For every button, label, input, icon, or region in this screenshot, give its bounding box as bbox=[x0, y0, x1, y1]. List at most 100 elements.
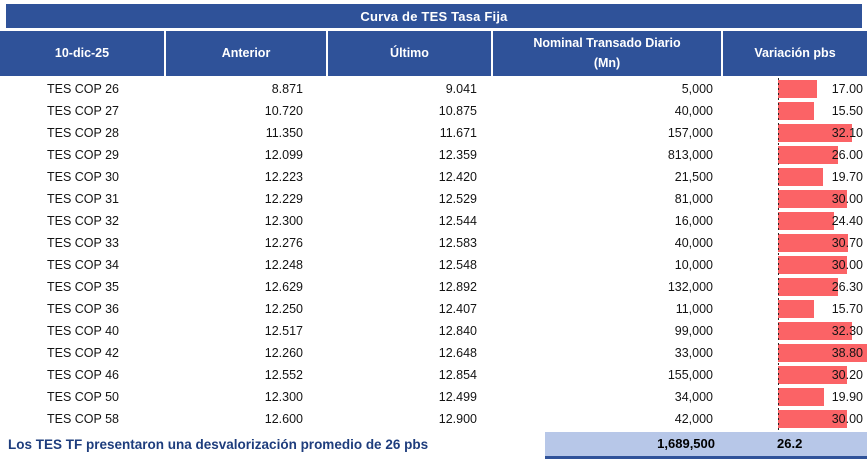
bond-name-cell: TES COP 46 bbox=[46, 368, 120, 382]
variation-databar bbox=[778, 322, 852, 340]
nominal-cell: 21,500 bbox=[674, 170, 713, 184]
bond-name-cell: TES COP 58 bbox=[46, 412, 120, 426]
nominal-cell: 813,000 bbox=[667, 148, 713, 162]
table-row: TES COP 50 12.300 12.499 34,000 19.90 bbox=[0, 386, 867, 408]
ultimo-cell: 12.420 bbox=[438, 170, 477, 184]
table-row: TES COP 29 12.099 12.359 813,000 26.00 bbox=[0, 144, 867, 166]
nominal-cell: 157,000 bbox=[667, 126, 713, 140]
table-row: TES COP 36 12.250 12.407 11,000 15.70 bbox=[0, 298, 867, 320]
variacion-value: 30.70 bbox=[831, 236, 863, 250]
variation-databar bbox=[778, 366, 847, 384]
ultimo-cell: 12.583 bbox=[438, 236, 477, 250]
anterior-cell: 12.223 bbox=[264, 170, 303, 184]
variation-databar bbox=[778, 410, 847, 428]
ultimo-cell: 12.544 bbox=[438, 214, 477, 228]
variation-databar bbox=[778, 168, 823, 186]
variacion-value: 30.00 bbox=[831, 192, 863, 206]
bond-name-cell: TES COP 28 bbox=[46, 126, 120, 140]
bond-name-cell: TES COP 35 bbox=[46, 280, 120, 294]
variacion-cell: 30.00 bbox=[723, 254, 867, 276]
variacion-cell: 26.00 bbox=[723, 144, 867, 166]
variation-databar bbox=[778, 388, 824, 406]
nominal-cell: 10,000 bbox=[674, 258, 713, 272]
ultimo-cell: 12.892 bbox=[438, 280, 477, 294]
summary-total-nominal: 1,689,500 bbox=[657, 436, 715, 451]
anterior-cell: 11.350 bbox=[265, 126, 303, 140]
variacion-value: 15.70 bbox=[831, 302, 863, 316]
bond-name-cell: TES COP 42 bbox=[46, 346, 120, 360]
table-row: TES COP 40 12.517 12.840 99,000 32.30 bbox=[0, 320, 867, 342]
ultimo-cell: 12.499 bbox=[438, 390, 477, 404]
ultimo-cell: 12.548 bbox=[438, 258, 477, 272]
variation-databar bbox=[778, 300, 814, 318]
table-row: TES COP 46 12.552 12.854 155,000 30.20 bbox=[0, 364, 867, 386]
anterior-cell: 12.552 bbox=[264, 368, 303, 382]
ultimo-cell: 12.854 bbox=[438, 368, 477, 382]
table-title: Curva de TES Tasa Fija bbox=[6, 4, 862, 28]
bond-name-cell: TES COP 34 bbox=[46, 258, 120, 272]
variation-databar bbox=[778, 190, 847, 208]
bond-name-cell: TES COP 30 bbox=[46, 170, 120, 184]
variacion-value: 30.20 bbox=[831, 368, 863, 382]
bond-name-cell: TES COP 33 bbox=[46, 236, 120, 250]
anterior-cell: 12.099 bbox=[264, 148, 303, 162]
variacion-cell: 30.00 bbox=[723, 188, 867, 210]
table-row: TES COP 58 12.600 12.900 42,000 30.00 bbox=[0, 408, 867, 430]
variacion-value: 30.00 bbox=[831, 412, 863, 426]
table-row: TES COP 35 12.629 12.892 132,000 26.30 bbox=[0, 276, 867, 298]
bond-name-cell: TES COP 26 bbox=[46, 82, 120, 96]
variacion-value: 32.30 bbox=[831, 324, 863, 338]
table-row: TES COP 30 12.223 12.420 21,500 19.70 bbox=[0, 166, 867, 188]
anterior-cell: 8.871 bbox=[271, 82, 303, 96]
table-row: TES COP 27 10.720 10.875 40,000 15.50 bbox=[0, 100, 867, 122]
ultimo-cell: 12.407 bbox=[438, 302, 477, 316]
ultimo-cell: 12.359 bbox=[438, 148, 477, 162]
anterior-cell: 12.248 bbox=[264, 258, 303, 272]
variacion-value: 26.30 bbox=[831, 280, 863, 294]
variacion-value: 17.00 bbox=[831, 82, 863, 96]
ultimo-cell: 9.041 bbox=[445, 82, 477, 96]
databar-axis bbox=[778, 78, 779, 430]
variacion-cell: 15.50 bbox=[723, 100, 867, 122]
nominal-cell: 155,000 bbox=[667, 368, 713, 382]
summary-row: 1,689,500 26.2 bbox=[545, 432, 867, 459]
anterior-cell: 12.276 bbox=[264, 236, 303, 250]
variacion-cell: 30.20 bbox=[723, 364, 867, 386]
ultimo-cell: 12.648 bbox=[438, 346, 477, 360]
bond-name-cell: TES COP 32 bbox=[46, 214, 120, 228]
variacion-cell: 32.10 bbox=[723, 122, 867, 144]
anterior-cell: 12.300 bbox=[264, 214, 303, 228]
variacion-value: 26.00 bbox=[831, 148, 863, 162]
anterior-cell: 12.600 bbox=[264, 412, 303, 426]
bond-name-cell: TES COP 36 bbox=[46, 302, 120, 316]
variation-databar bbox=[778, 344, 867, 362]
ultimo-cell: 11.671 bbox=[439, 126, 477, 140]
summary-avg-variacion: 26.2 bbox=[777, 436, 803, 451]
bond-name-cell: TES COP 29 bbox=[46, 148, 120, 162]
column-header-nominal: Nominal Transado Diario (Mn) bbox=[493, 31, 723, 76]
variacion-value: 19.70 bbox=[831, 170, 863, 184]
ultimo-cell: 12.840 bbox=[438, 324, 477, 338]
variacion-cell: 26.30 bbox=[723, 276, 867, 298]
variacion-cell: 19.90 bbox=[723, 386, 867, 408]
variacion-cell: 30.00 bbox=[723, 408, 867, 430]
variacion-cell: 30.70 bbox=[723, 232, 867, 254]
table-row: TES COP 26 8.871 9.041 5,000 17.00 bbox=[0, 78, 867, 100]
nominal-cell: 16,000 bbox=[674, 214, 713, 228]
table-row: TES COP 34 12.248 12.548 10,000 30.00 bbox=[0, 254, 867, 276]
anterior-cell: 12.629 bbox=[264, 280, 303, 294]
variacion-cell: 38.80 bbox=[723, 342, 867, 364]
variacion-value: 19.90 bbox=[831, 390, 863, 404]
bond-name-cell: TES COP 50 bbox=[46, 390, 120, 404]
variacion-value: 15.50 bbox=[831, 104, 863, 118]
anterior-cell: 12.260 bbox=[264, 346, 303, 360]
variacion-cell: 24.40 bbox=[723, 210, 867, 232]
variation-databar bbox=[778, 124, 852, 142]
nominal-cell: 99,000 bbox=[674, 324, 713, 338]
anterior-cell: 12.250 bbox=[264, 302, 303, 316]
column-header-row: 10-dic-25 Anterior Último Nominal Transa… bbox=[0, 31, 867, 76]
nominal-cell: 40,000 bbox=[674, 104, 713, 118]
table-row: TES COP 33 12.276 12.583 40,000 30.70 bbox=[0, 232, 867, 254]
variacion-cell: 32.30 bbox=[723, 320, 867, 342]
variacion-cell: 15.70 bbox=[723, 298, 867, 320]
